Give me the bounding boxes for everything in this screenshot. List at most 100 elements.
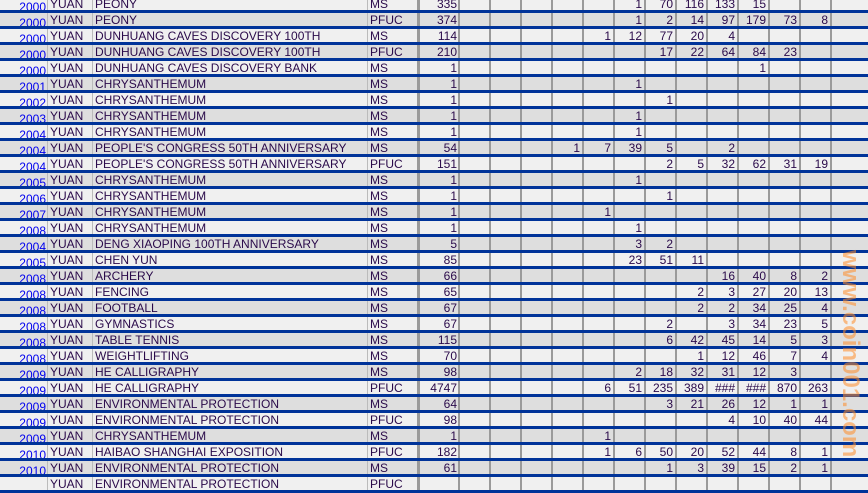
grade-count-cell: 2 [646,157,677,170]
year-link[interactable]: 2008 [0,269,48,282]
currency-cell: YUAN [48,365,93,378]
grade-count-cell [584,477,615,490]
year-link[interactable]: 2008 [0,221,48,234]
grade-count-cell [460,365,491,378]
grade-count-cell: 2 [646,13,677,26]
grade-count-cell: 42 [677,333,708,346]
grade-count-cell: 2 [646,317,677,330]
year-link[interactable] [0,477,48,490]
grade-count-cell [677,109,708,122]
year-link[interactable]: 2008 [0,333,48,346]
grade-count-cell: 3 [677,461,708,474]
grade-count-cell [801,173,832,186]
currency-cell: YUAN [48,333,93,346]
year-link[interactable]: 2003 [0,109,48,122]
year-link[interactable]: 2004 [0,125,48,138]
year-link[interactable]: 2001 [0,77,48,90]
year-link[interactable]: 2004 [0,141,48,154]
year-link[interactable]: 2009 [0,381,48,394]
year-link[interactable]: 2008 [0,349,48,362]
grade-count-cell [646,173,677,186]
year-link[interactable]: 2009 [0,413,48,426]
name-cell: ENVIRONMENTAL PROTECTION [93,477,368,490]
grade-count-cell [832,93,867,106]
year-link[interactable]: 2008 [0,317,48,330]
year-link[interactable]: 2000 [0,45,48,58]
grade-count-cell [770,253,801,266]
grade-count-cell [553,45,584,58]
grade-count-cell [584,173,615,186]
grade-count-cell: 3 [801,333,832,346]
grade-count-cell: 64 [708,45,739,58]
grade-count-cell [460,349,491,362]
year-link[interactable]: 2004 [0,157,48,170]
grade-count-cell: 389 [677,381,708,394]
grade-count-cell [553,173,584,186]
year-link[interactable]: 2007 [0,205,48,218]
grade-count-cell [801,253,832,266]
year-link[interactable]: 2000 [0,0,48,10]
type-cell: PFUC [368,445,420,458]
grade-count-cell: 1 [801,445,832,458]
currency-cell: YUAN [48,45,93,58]
total-cell: 1 [420,93,460,106]
grade-count-cell [584,397,615,410]
year-link[interactable]: 2008 [0,301,48,314]
grade-count-cell: 52 [708,445,739,458]
currency-cell: YUAN [48,189,93,202]
total-cell: 1 [420,61,460,74]
year-link[interactable]: 2010 [0,461,48,474]
grade-count-cell [677,77,708,90]
year-link[interactable]: 2006 [0,189,48,202]
total-cell: 70 [420,349,460,362]
table-row: 2008 YUAN FENCING MS 65 2 3 27 20 13 [0,285,868,301]
name-cell: ENVIRONMENTAL PROTECTION [93,413,368,426]
year-link[interactable]: 2004 [0,237,48,250]
year-link[interactable]: 2002 [0,93,48,106]
grade-count-cell [460,29,491,42]
grade-count-cell [646,61,677,74]
grade-count-cell [522,253,553,266]
grade-count-cell: 179 [739,13,770,26]
grade-count-cell [491,93,522,106]
year-link[interactable]: 2009 [0,365,48,378]
table-row: 2004 YUAN PEOPLE'S CONGRESS 50TH ANNIVERSA… [0,157,868,173]
grade-count-cell [739,29,770,42]
grade-count-cell [553,429,584,442]
name-cell: CHRYSANTHEMUM [93,93,368,106]
grade-count-cell: 2 [708,301,739,314]
type-cell: MS [368,397,420,410]
total-cell: 114 [420,29,460,42]
grade-count-cell [491,77,522,90]
year-link[interactable]: 2000 [0,13,48,26]
grade-count-cell: 1 [584,445,615,458]
grade-count-cell [739,253,770,266]
total-cell: 98 [420,413,460,426]
grade-count-cell: 12 [739,397,770,410]
grade-count-cell: 51 [646,253,677,266]
year-link[interactable]: 2010 [0,445,48,458]
currency-cell: YUAN [48,61,93,74]
name-cell: DUNHUANG CAVES DISCOVERY 100TH [93,45,368,58]
grade-count-cell [677,269,708,282]
grade-count-cell [770,125,801,138]
year-link[interactable]: 2009 [0,397,48,410]
grade-count-cell: 1 [739,61,770,74]
grade-count-cell [615,461,646,474]
grade-count-cell [522,461,553,474]
year-link[interactable]: 2005 [0,173,48,186]
name-cell: HAIBAO SHANGHAI EXPOSITION [93,445,368,458]
year-link[interactable]: 2000 [0,29,48,42]
total-cell: 64 [420,397,460,410]
grade-count-cell: 1 [615,77,646,90]
grade-count-cell [739,237,770,250]
table-row: 2006 YUAN CHRYSANTHEMUM MS 1 1 [0,189,868,205]
grade-count-cell [553,477,584,490]
year-link[interactable]: 2008 [0,285,48,298]
grade-count-cell [584,157,615,170]
year-link[interactable]: 2009 [0,429,48,442]
grade-count-cell [615,93,646,106]
grade-count-cell [615,205,646,218]
year-link[interactable]: 2005 [0,253,48,266]
year-link[interactable]: 2000 [0,61,48,74]
